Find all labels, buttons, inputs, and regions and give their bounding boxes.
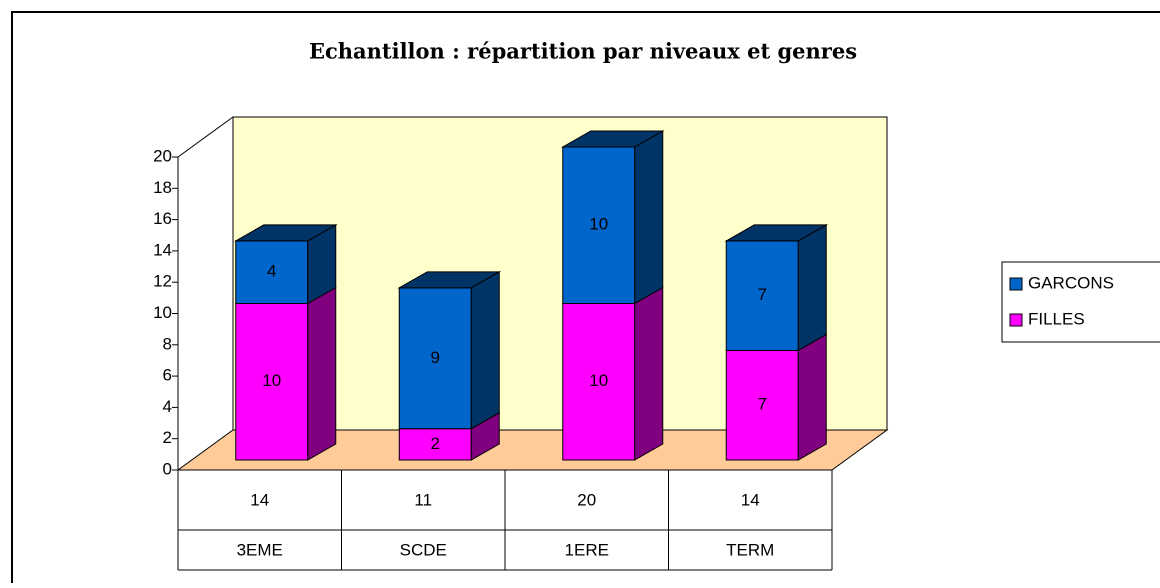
- table-total: 14: [250, 490, 269, 509]
- y-tick-label: 10: [153, 303, 172, 322]
- y-tick-label: 4: [163, 397, 172, 416]
- y-tick-label: 18: [153, 178, 172, 197]
- bar-front: [398, 287, 472, 430]
- legend-swatch: [1009, 313, 1023, 327]
- y-tick-label: 6: [163, 366, 172, 385]
- y-tick-label: 14: [153, 240, 172, 259]
- bar-top: [724, 224, 829, 242]
- bar-front: [562, 146, 636, 304]
- chart-title: Echantillon : répartition par niveaux et…: [309, 39, 857, 64]
- bar-front: [562, 303, 636, 461]
- bar-top: [560, 130, 665, 148]
- bar-front: [398, 428, 472, 461]
- x-tick-label: 1ERE: [565, 540, 609, 559]
- legend-box: [1001, 261, 1160, 343]
- x-tick-label: 3EME: [237, 540, 283, 559]
- legend-label: GARCONS: [1028, 273, 1114, 292]
- data-label: 10: [262, 371, 281, 390]
- y-tick-label: 20: [153, 146, 172, 165]
- table-total: 14: [741, 490, 760, 509]
- data-label: 9: [431, 348, 440, 367]
- side-wall-edge: [177, 116, 234, 158]
- bar-front: [725, 240, 799, 351]
- bar-side: [634, 286, 664, 461]
- table-total: 20: [577, 490, 596, 509]
- bar-top: [397, 271, 502, 289]
- bar-front: [235, 303, 309, 461]
- legend-swatch: [1009, 277, 1023, 291]
- y-tick-label: 12: [153, 272, 172, 291]
- bar-side: [797, 333, 827, 461]
- x-tick-label: SCDE: [400, 540, 447, 559]
- data-label: 10: [589, 215, 608, 234]
- bar-front: [235, 240, 309, 304]
- bar-side: [797, 224, 827, 352]
- y-tick-label: 2: [163, 428, 172, 447]
- x-tick-label: TERM: [726, 540, 774, 559]
- data-label: 7: [758, 285, 767, 304]
- bar-side: [470, 270, 500, 430]
- legend-label: FILLES: [1028, 309, 1085, 328]
- bar-side: [307, 286, 337, 461]
- bar-top: [233, 224, 338, 242]
- data-label: 2: [431, 434, 440, 453]
- y-tick-label: 8: [163, 334, 172, 353]
- table-total: 11: [414, 490, 432, 509]
- y-tick-label: 16: [153, 209, 172, 228]
- data-label: 10: [589, 371, 608, 390]
- y-tick-label: 0: [163, 459, 172, 478]
- data-label: 4: [267, 262, 276, 281]
- bar-side: [634, 130, 664, 305]
- data-label: 7: [758, 395, 767, 414]
